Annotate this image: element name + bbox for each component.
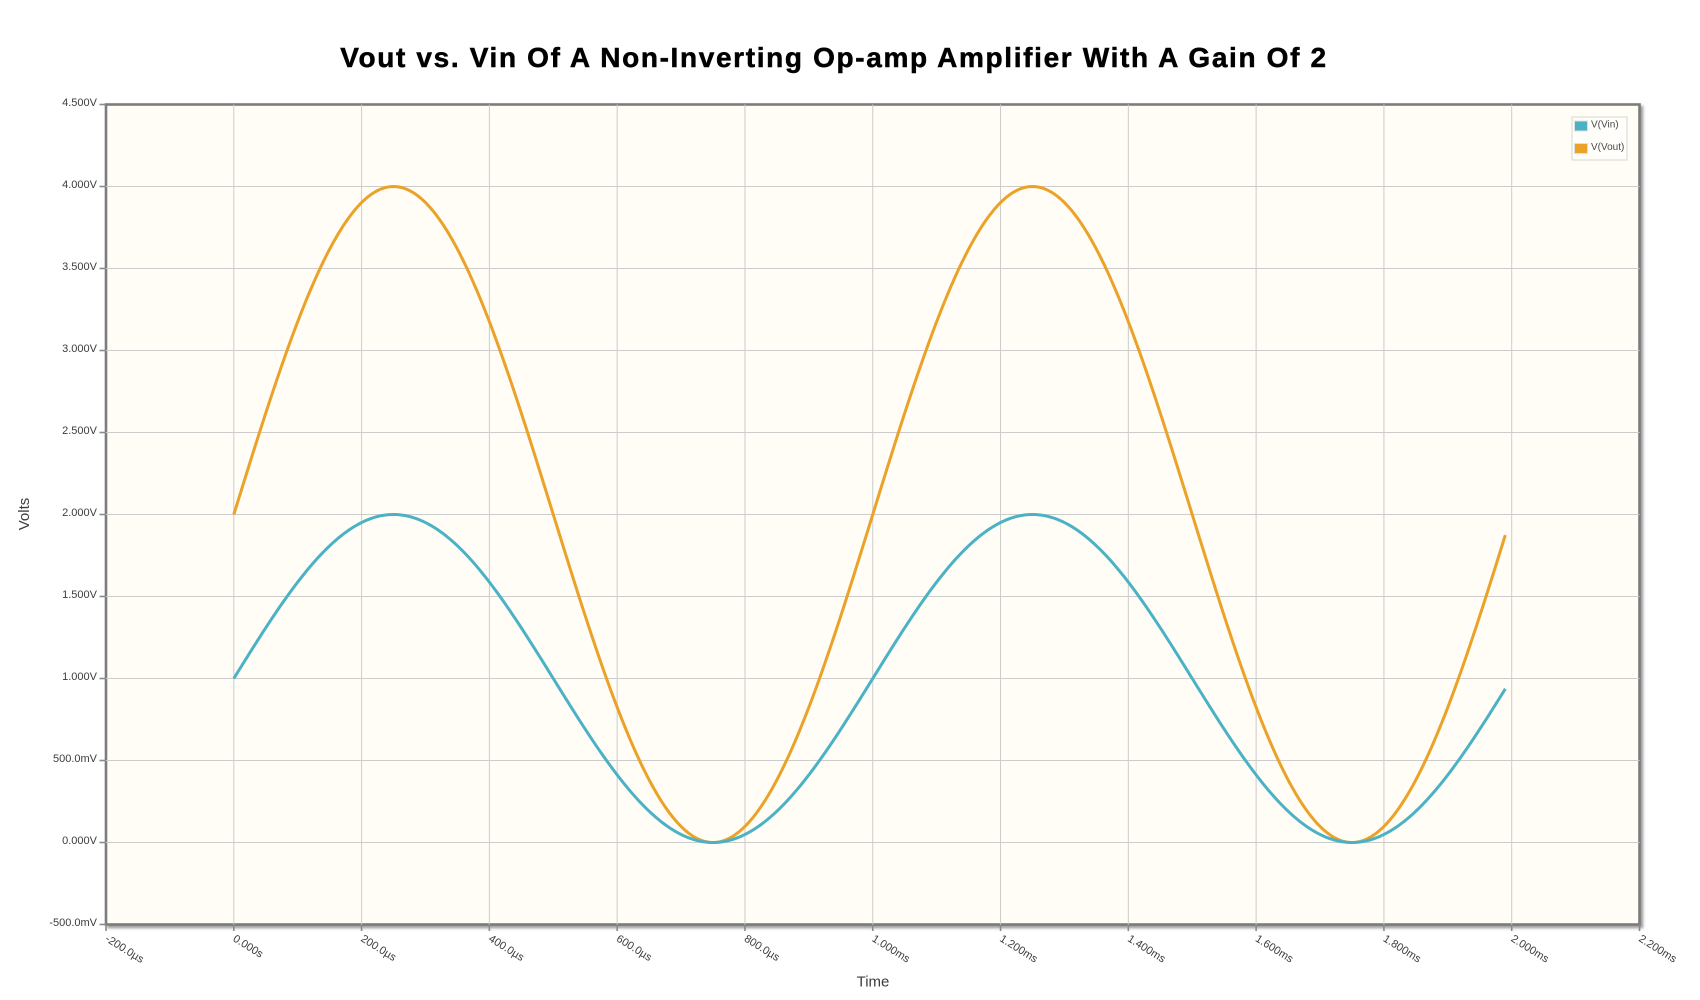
svg-text:500.0mV: 500.0mV (53, 753, 98, 765)
svg-text:3.000V: 3.000V (62, 343, 98, 355)
svg-text:400.0µs: 400.0µs (486, 933, 526, 964)
svg-text:Time: Time (857, 974, 890, 991)
svg-text:3.500V: 3.500V (62, 261, 98, 273)
svg-text:1.500V: 1.500V (62, 589, 98, 601)
svg-text:Vout vs. Vin Of A Non-Invertin: Vout vs. Vin Of A Non-Inverting Op-amp A… (340, 42, 1327, 73)
svg-text:0.000V: 0.000V (62, 835, 98, 847)
svg-text:V(Vin): V(Vin) (1591, 120, 1619, 131)
svg-text:800.0µs: 800.0µs (742, 933, 782, 964)
svg-text:600.0µs: 600.0µs (614, 933, 654, 964)
svg-text:-200.0µs: -200.0µs (103, 933, 146, 966)
svg-text:1.200ms: 1.200ms (997, 933, 1040, 966)
svg-text:Volts: Volts (16, 498, 33, 531)
svg-text:2.500V: 2.500V (62, 425, 98, 437)
svg-text:2.000V: 2.000V (62, 507, 98, 519)
svg-text:2.000ms: 2.000ms (1509, 933, 1552, 966)
svg-text:1.000ms: 1.000ms (870, 933, 913, 966)
svg-text:V(Vout): V(Vout) (1591, 142, 1624, 153)
svg-text:4.500V: 4.500V (62, 97, 98, 109)
svg-text:2.200ms: 2.200ms (1636, 933, 1679, 966)
svg-text:0.000s: 0.000s (231, 933, 266, 961)
svg-text:1.600ms: 1.600ms (1253, 933, 1296, 966)
svg-text:-500.0mV: -500.0mV (49, 917, 97, 929)
svg-text:1.400ms: 1.400ms (1125, 933, 1168, 966)
svg-text:1.000V: 1.000V (62, 671, 98, 683)
svg-text:200.0µs: 200.0µs (358, 933, 398, 964)
svg-text:4.000V: 4.000V (62, 179, 98, 191)
svg-text:1.800ms: 1.800ms (1381, 933, 1424, 966)
